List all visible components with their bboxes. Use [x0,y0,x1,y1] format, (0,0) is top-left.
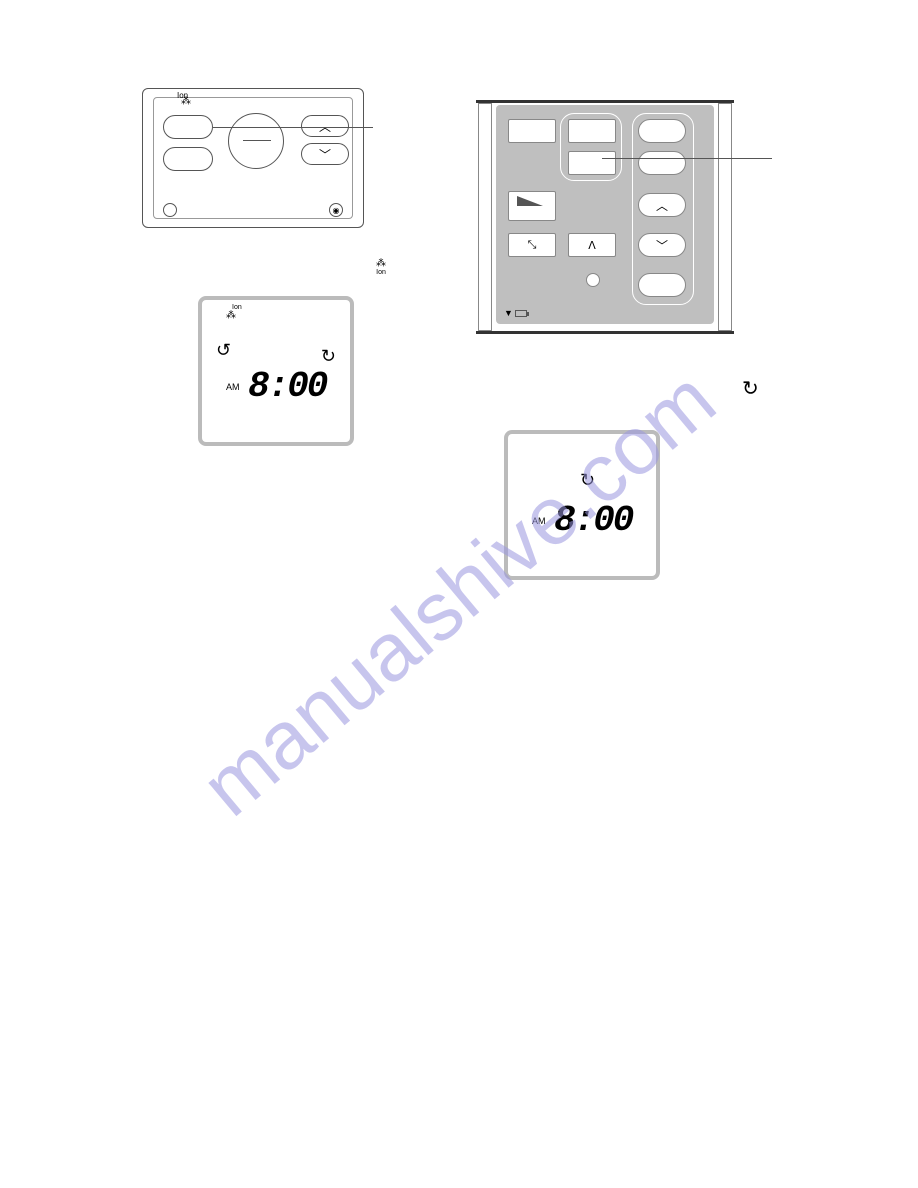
swirl-icon: ◉ [333,206,340,215]
battery-icon [515,310,527,317]
lcd-display-2: ↻ AM 8:00 [504,430,660,580]
remote2-side-left [478,103,492,331]
btn-r1c1[interactable] [508,119,556,143]
lcd-time-value: 8:00 [248,366,326,407]
ion-button[interactable] [163,115,213,139]
btn-bottom-right[interactable] [638,273,686,297]
leader-line-2 [602,158,772,159]
ion-dots-icon: ⁂ [376,258,386,269]
btn-swing-h[interactable]: ⤡ [508,233,556,257]
dial-dash [243,140,271,141]
btn-r2c2[interactable] [568,151,616,175]
btn-r1c2[interactable] [568,119,616,143]
leader-line-1 [213,127,373,128]
mode-button-2[interactable] [163,147,213,171]
lcd2-am-indicator: AM [532,516,546,526]
down-triangle-icon: ▼ [504,308,513,318]
ion-standalone-label: Ion [376,269,386,276]
battery-indicator: ▼ [504,308,527,318]
main-dial[interactable] [228,113,284,169]
btn-r1c3[interactable] [638,119,686,143]
swirl-right-icon: ↻ [321,346,336,367]
down-button[interactable]: ﹀ [301,143,349,165]
up-button[interactable]: ︿ [301,115,349,137]
remote-control-2: ︿ ⤡ ᐱ ﹀ ▼ [476,100,734,334]
swing-v-icon: ᐱ [588,239,596,252]
remote2-side-right [718,103,732,331]
refresh-icon: ↻ [580,470,595,491]
swirl-left-icon: ↺ [216,340,231,361]
aux-button-left[interactable] [163,203,177,217]
remote-control-1: Ion ⁂ ︿ ﹀ ◉ [142,88,364,228]
lcd-display-1: Ion ⁂ ↺ ↻ AM 8:00 [198,296,354,446]
btn-up[interactable]: ︿ [638,193,686,217]
remote2-top-edge [476,100,734,103]
btn-swing-v[interactable]: ᐱ [568,233,616,257]
ion-dots-icon: ⁂ [181,99,191,105]
lcd-am-indicator: AM [226,382,240,392]
lcd2-time-value: 8:00 [554,500,632,541]
aux-button-right[interactable]: ◉ [329,203,343,217]
btn-down[interactable]: ﹀ [638,233,686,257]
remote2-panel: ︿ ⤡ ᐱ ﹀ ▼ [496,105,714,324]
chevron-up-icon: ︿ [656,197,668,214]
chevron-down-icon: ﹀ [656,237,668,254]
ion-dots-icon: ⁂ [226,310,236,321]
page: manualshive.com Ion ⁂ ︿ ﹀ ◉ ⁂ Ion Ion ⁂ … [0,0,918,1188]
refresh-standalone-icon: ↻ [742,376,759,401]
chevron-up-icon: ︿ [319,118,331,135]
swing-h-icon: ⤡ [528,239,537,252]
btn-r2c3[interactable] [638,151,686,175]
remote2-bottom-edge [476,331,734,334]
ion-standalone-icon: ⁂ Ion [376,258,386,276]
btn-fan-speed[interactable] [508,191,556,221]
chevron-down-icon: ﹀ [319,146,331,163]
fan-ramp-icon [517,196,543,206]
reset-button[interactable] [586,273,600,287]
